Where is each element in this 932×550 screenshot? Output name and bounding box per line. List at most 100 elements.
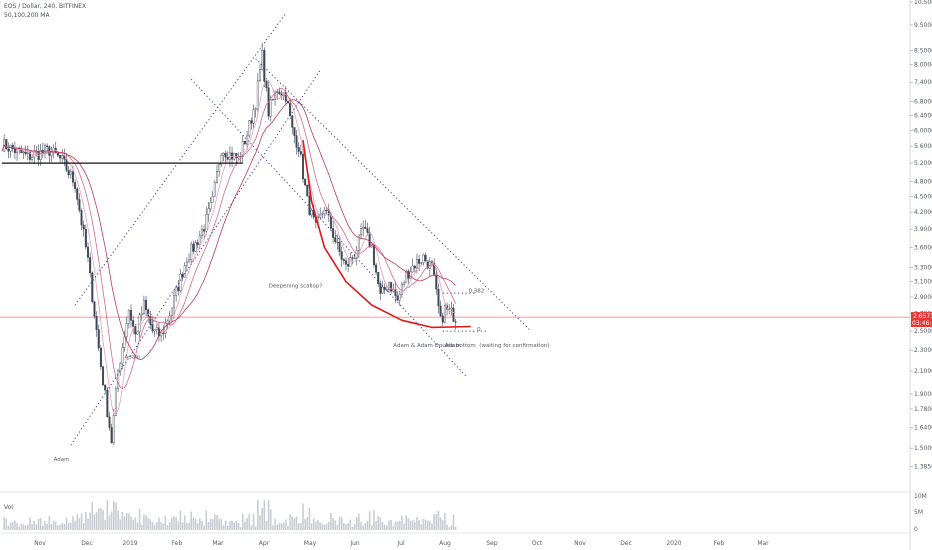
volume-bar xyxy=(373,509,375,530)
candle-body xyxy=(254,108,257,111)
candle-body xyxy=(424,254,427,261)
x-tick-label: 2019 xyxy=(122,540,137,547)
candle-body xyxy=(119,363,122,372)
candle-body xyxy=(241,141,244,157)
candle-body xyxy=(192,243,195,252)
volume-bar xyxy=(446,524,448,530)
volume-bar xyxy=(269,509,272,530)
candle-body xyxy=(263,49,266,82)
volume-bar xyxy=(441,520,444,530)
volume-bar xyxy=(450,525,453,530)
volume-bar xyxy=(214,514,216,530)
candle-body xyxy=(385,289,388,291)
price-axis: 10.5000 9.5000 8.5000 8.0000 7.4000 6.8000 6.4… xyxy=(910,0,932,470)
volume-bar xyxy=(11,522,14,530)
volume-bar xyxy=(343,523,345,530)
volume-bar xyxy=(306,517,309,530)
candle-body xyxy=(44,145,47,153)
y-tick-label: 4.8000 xyxy=(914,178,932,185)
y-tick-label: 9.5000 xyxy=(914,22,932,29)
volume-bar xyxy=(338,516,341,530)
ma100-line xyxy=(1,87,456,389)
candle-body xyxy=(345,260,348,265)
candle-body xyxy=(65,159,68,171)
volume-bar xyxy=(31,524,33,530)
candle-body xyxy=(104,384,107,391)
volume-bar xyxy=(203,525,205,530)
volume-bar xyxy=(91,501,94,530)
price-tag-countdown: 03:46:45 xyxy=(912,320,932,327)
volume-bar xyxy=(295,516,298,530)
candle-body xyxy=(278,91,281,95)
volume-bar xyxy=(16,522,18,530)
candle-body xyxy=(106,389,109,418)
volume-bar xyxy=(173,516,175,530)
candle-body xyxy=(448,308,451,310)
y-tick-label: 1.6400 xyxy=(914,425,932,432)
volume-bar xyxy=(411,520,414,530)
symbol-title[interactable]: EOS / Dollar, 240, BITFINEX xyxy=(4,3,87,10)
volume-bar xyxy=(336,524,339,530)
volume-bar xyxy=(233,522,235,530)
volume-bar xyxy=(24,525,27,530)
volume-bar xyxy=(454,526,457,530)
volume-bar xyxy=(74,520,76,530)
volume-bar xyxy=(321,523,324,530)
candle-body xyxy=(323,209,326,214)
volume-bar xyxy=(29,517,31,530)
volume-bar xyxy=(130,516,132,530)
candle-body xyxy=(396,295,399,301)
candle-body xyxy=(415,259,418,269)
y-tick-label: 2.9000 xyxy=(914,294,932,301)
y-tick-label: 3.1000 xyxy=(914,279,932,286)
candle-body xyxy=(310,209,313,216)
candle-body xyxy=(321,213,324,215)
volume-bar xyxy=(192,517,195,530)
candle-body xyxy=(198,235,201,245)
y-tick-label: 1.3850 xyxy=(914,463,932,470)
volume-bar xyxy=(319,522,321,530)
y-tick-label: 5.2000 xyxy=(914,160,932,167)
candle-body xyxy=(205,214,208,232)
candle-body xyxy=(93,301,96,317)
y-tick-label: 1.9000 xyxy=(914,391,932,398)
volume-bar xyxy=(330,512,332,530)
volume-bar xyxy=(5,518,8,530)
volume-bar xyxy=(132,519,134,530)
volume-bar xyxy=(368,511,371,530)
candle-body xyxy=(375,264,378,273)
volume-bar xyxy=(188,522,190,530)
x-tick-label: 2020 xyxy=(666,540,681,547)
volume-label[interactable]: Vol xyxy=(4,504,13,511)
volume-bar xyxy=(355,517,358,530)
volume-bar xyxy=(140,524,143,530)
volume-bar xyxy=(242,513,244,530)
volume-bar xyxy=(401,515,403,530)
volume-bar xyxy=(59,524,61,530)
volume-bar xyxy=(201,520,203,530)
volume-bar xyxy=(42,525,44,530)
candle-body xyxy=(450,307,453,310)
volume-bar xyxy=(334,520,337,530)
volume-bar xyxy=(291,516,294,530)
candle-body xyxy=(433,262,436,276)
volume-bar xyxy=(134,517,137,530)
volume-bar xyxy=(360,522,362,530)
candle-body xyxy=(383,286,386,290)
candle-body xyxy=(121,347,124,364)
ma-legend[interactable]: 50,100,200 MA xyxy=(4,12,50,19)
y-tick-label: 4.2000 xyxy=(914,209,932,216)
candle-body xyxy=(362,227,365,229)
volume-bar xyxy=(143,514,145,530)
volume-bar xyxy=(194,518,197,530)
candle-body xyxy=(443,305,446,323)
volume-bar xyxy=(267,499,270,530)
candle-body xyxy=(78,199,81,211)
volume-bar xyxy=(276,524,278,530)
x-tick-label: Feb xyxy=(172,540,183,547)
volume-bar xyxy=(257,499,259,530)
candle-body xyxy=(351,257,354,259)
x-tick-label: Mar xyxy=(212,540,224,547)
volume-bar xyxy=(65,517,68,530)
volume-bar xyxy=(220,518,223,530)
